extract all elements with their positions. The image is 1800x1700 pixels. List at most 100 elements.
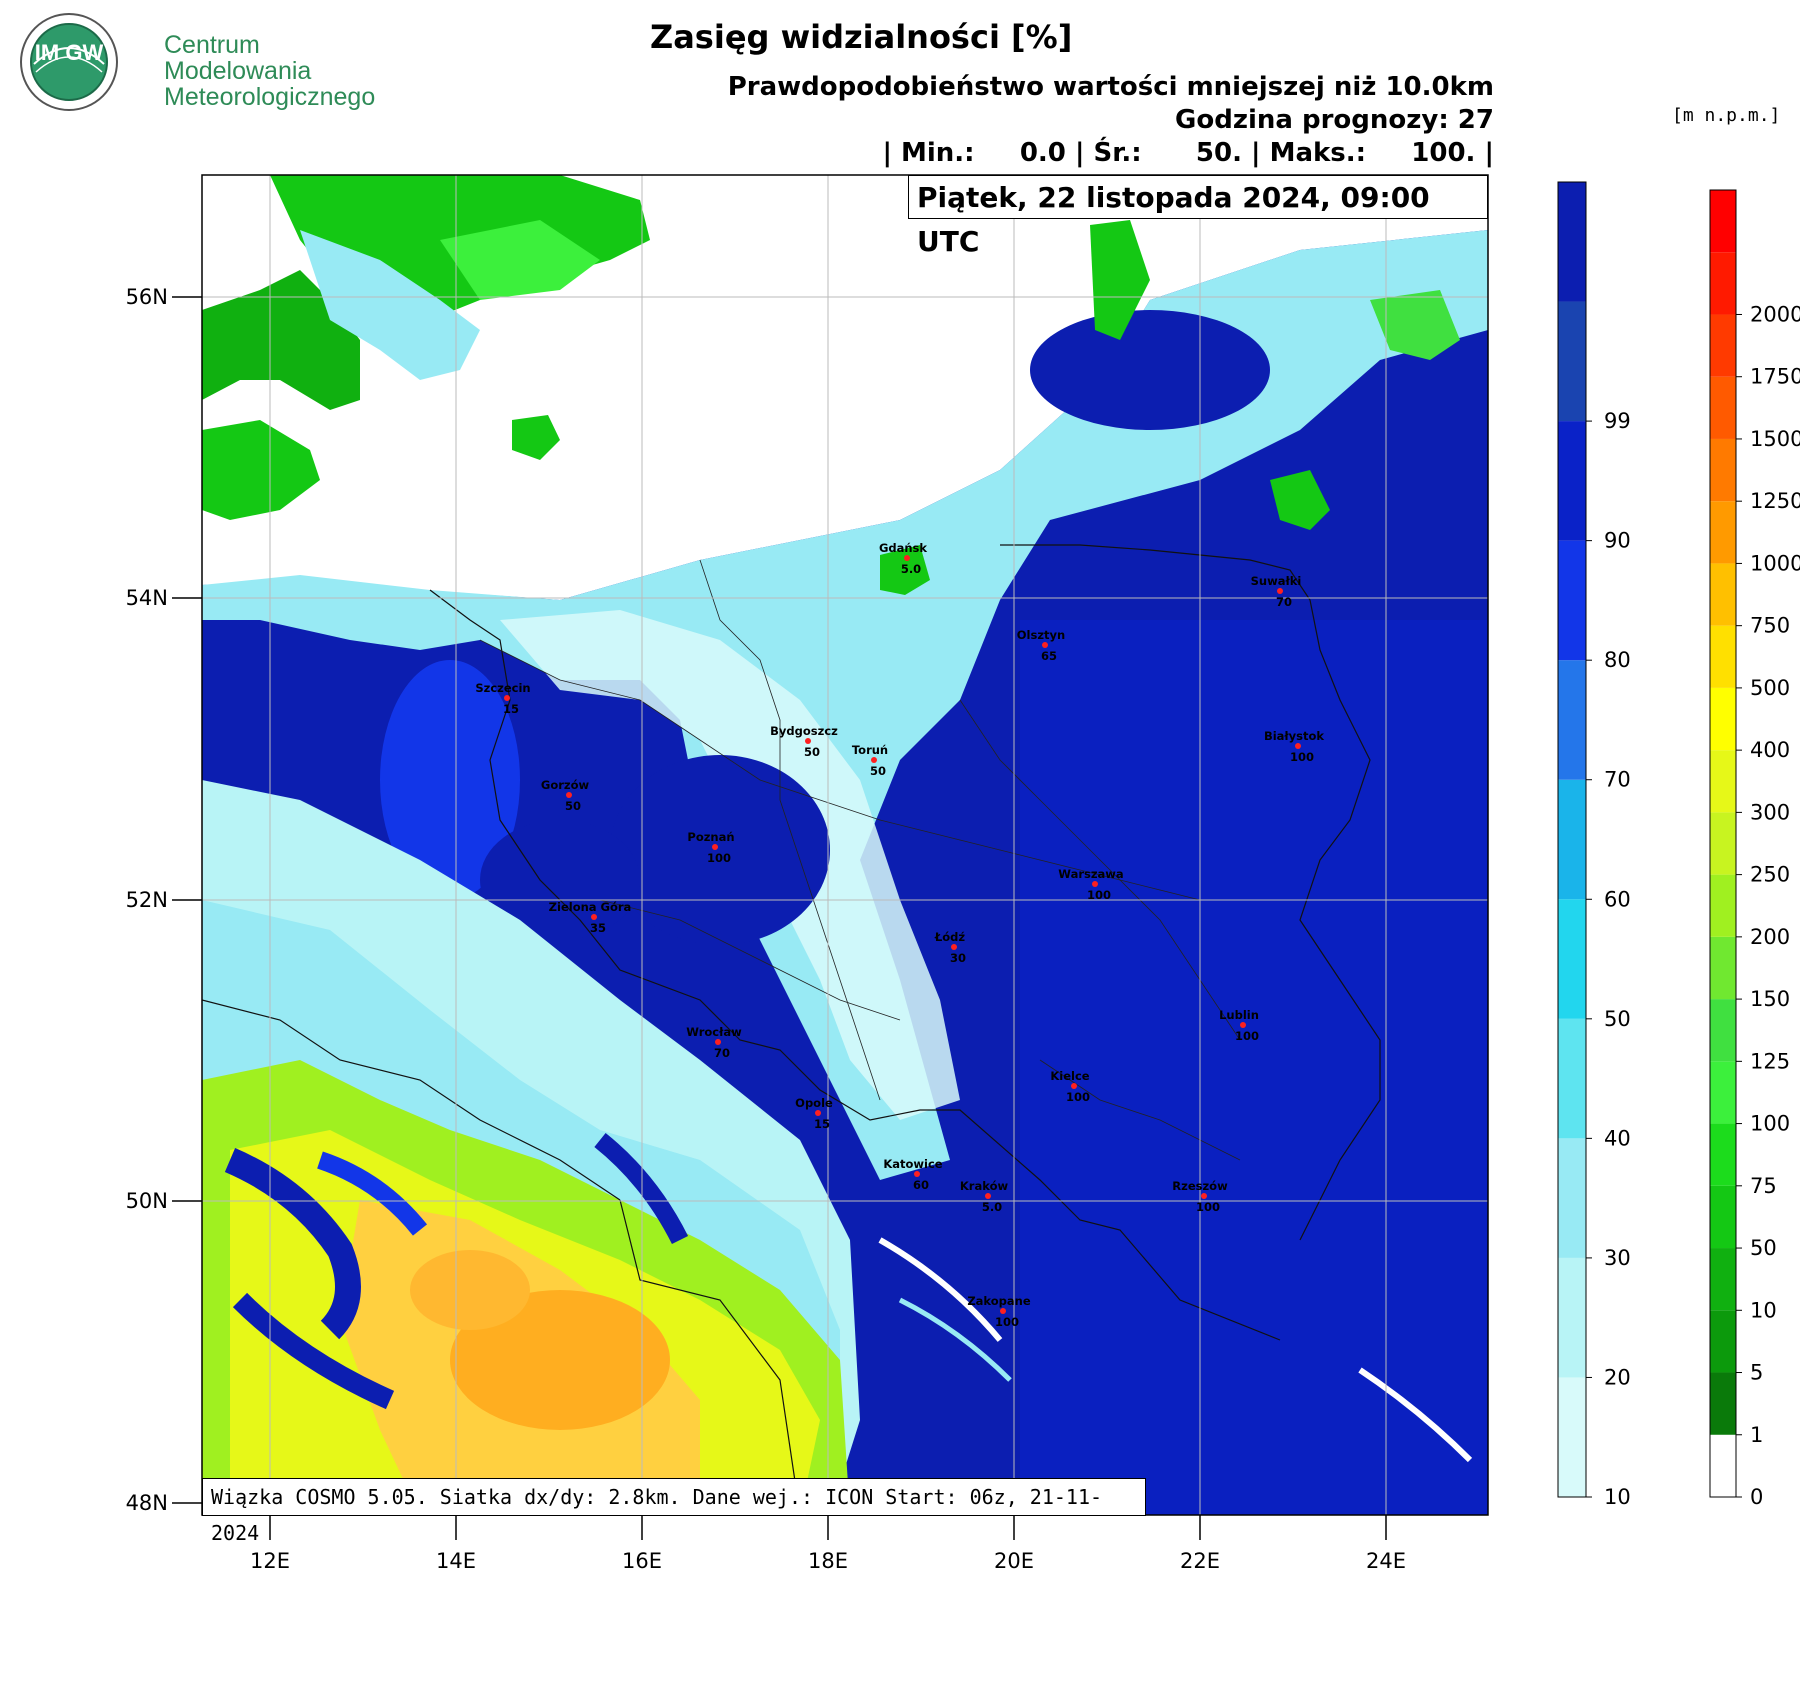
city-value: 70 xyxy=(1276,595,1292,609)
lat-label: 56N xyxy=(126,285,168,309)
city-name: Gdańsk xyxy=(879,541,927,555)
logo-line-1: Centrum xyxy=(164,31,260,59)
colorbar-label: 20 xyxy=(1604,1365,1631,1389)
colorbar-label: 70 xyxy=(1604,768,1631,792)
city-name: Kielce xyxy=(1050,1069,1089,1083)
region-borders xyxy=(479,559,1241,1161)
colorbar-label: 50 xyxy=(1750,1236,1777,1260)
colorbar-label: 80 xyxy=(1604,648,1631,672)
city-value: 100 xyxy=(707,851,731,865)
country-borders xyxy=(202,544,1381,1515)
cities-layer: Gdańsk 5.0 Suwałki 70 Olsztyn 65 Szczecin 15 Byd… xyxy=(475,541,1324,1329)
map-title: Zasięg widzialności [%] xyxy=(650,18,1073,56)
city-dot xyxy=(1042,642,1048,648)
colorbar-swatch xyxy=(1710,1434,1736,1497)
city-value: 50 xyxy=(804,745,820,759)
city-marker: Poznań 100 xyxy=(687,830,734,865)
city-value: 15 xyxy=(503,702,519,716)
colorbar-swatch xyxy=(1558,1257,1586,1378)
colorbar-label: 400 xyxy=(1750,738,1790,762)
elevation-unit-label: [m n.p.m.] xyxy=(1672,105,1781,126)
forecast-date: Piątek, 22 listopada 2024, 09:00 UTC xyxy=(908,175,1488,258)
colorbar-label: 250 xyxy=(1750,863,1790,887)
colorbar-label: 1000 xyxy=(1750,551,1800,575)
city-value: 5.0 xyxy=(982,1200,1002,1214)
lat-label: 48N xyxy=(126,1491,168,1515)
colorbar-label: 5 xyxy=(1750,1361,1763,1385)
city-dot xyxy=(805,738,811,744)
colorbar-swatch xyxy=(1558,1138,1586,1258)
colorbar-label: 0 xyxy=(1750,1485,1763,1509)
city-dot xyxy=(712,844,718,850)
city-value: 5.0 xyxy=(901,562,921,576)
city-dot xyxy=(1201,1193,1207,1199)
probability-colorbar: 10 20 30 40 50 60 70 80 90 99 xyxy=(1557,181,1631,1509)
lat-label: 54N xyxy=(126,586,168,610)
city-value: 65 xyxy=(1041,649,1057,663)
city-dot xyxy=(985,1193,991,1199)
imgw-badge-icon: IM GW xyxy=(20,13,118,111)
colorbar-label: 99 xyxy=(1604,409,1631,433)
colorbar-swatch xyxy=(1710,563,1736,626)
colorbar-label: 10 xyxy=(1604,1485,1631,1509)
city-name: Katowice xyxy=(883,1157,942,1171)
colorbar-label: 750 xyxy=(1750,614,1790,638)
colorbar-swatch xyxy=(1710,1185,1736,1249)
colorbar-frame xyxy=(1557,181,1587,1498)
model-info: Wiązka COSMO 5.05. Siatka dx/dy: 2.8km. … xyxy=(202,1478,1146,1545)
city-name: Kraków xyxy=(960,1179,1009,1193)
city-dot xyxy=(715,1039,721,1045)
city-marker: Wrocław 70 xyxy=(686,1025,742,1060)
city-marker: Warszawa 100 xyxy=(1058,867,1123,902)
city-name: Gorzów xyxy=(541,778,590,792)
city-value: 15 xyxy=(814,1117,830,1131)
city-marker: Opole 15 xyxy=(795,1096,833,1131)
city-marker: Kielce 100 xyxy=(1050,1069,1090,1104)
city-name: Łódź xyxy=(934,930,966,944)
colorbar-swatch xyxy=(1710,936,1736,1000)
lon-label: 12E xyxy=(250,1549,290,1573)
city-dot xyxy=(591,914,597,920)
city-dot xyxy=(504,695,510,701)
city-marker: Zielona Góra 35 xyxy=(549,900,632,935)
colorbar-swatch xyxy=(1710,812,1736,875)
colorbar-label: 10 xyxy=(1750,1298,1777,1322)
stats-line: | Min.: 0.0 | Śr.: 50. | Maks.: 100. | xyxy=(882,138,1494,168)
lon-label: 24E xyxy=(1366,1549,1406,1573)
city-marker: Białystok 100 xyxy=(1264,729,1324,764)
colorbar-label: 1500 xyxy=(1750,427,1800,451)
colorbar-label: 1 xyxy=(1750,1423,1763,1447)
forecast-hour: Godzina prognozy: 27 xyxy=(1175,105,1494,135)
colorbar-swatch xyxy=(1710,1372,1736,1435)
colorbar-swatch xyxy=(1558,660,1586,780)
colorbar-label: 2000 xyxy=(1750,302,1800,326)
colorbar-swatch xyxy=(1710,438,1736,502)
city-marker: Bydgoszcz 50 xyxy=(770,724,838,759)
colorbar-swatch xyxy=(1558,301,1586,422)
colorbar-label: 100 xyxy=(1750,1112,1790,1136)
city-name: Rzeszów xyxy=(1172,1179,1228,1193)
city-name: Olsztyn xyxy=(1017,628,1065,642)
lon-label: 16E xyxy=(622,1549,662,1573)
city-marker: Gdańsk 5.0 xyxy=(879,541,927,576)
colorbar-swatch xyxy=(1710,190,1736,253)
colorbar-swatch xyxy=(1710,750,1736,813)
axis-ticks xyxy=(172,296,1387,1540)
colorbar-swatch xyxy=(1710,501,1736,564)
city-value: 70 xyxy=(714,1046,730,1060)
city-marker: Suwałki 70 xyxy=(1251,574,1302,609)
lon-labels: 12E 14E 16E 18E 20E 22E 24E xyxy=(250,1549,1406,1573)
city-name: Zakopane xyxy=(967,1294,1031,1308)
colorbar-label: 300 xyxy=(1750,800,1790,824)
map-field xyxy=(202,175,1488,1515)
colorbar-label: 125 xyxy=(1750,1049,1790,1073)
colorbar-label: 1250 xyxy=(1750,489,1800,513)
city-name: Białystok xyxy=(1264,729,1324,743)
city-dot xyxy=(1277,588,1283,594)
city-name: Toruń xyxy=(852,743,888,757)
colorbar-label: 500 xyxy=(1750,676,1790,700)
colorbar-swatch xyxy=(1710,1248,1736,1311)
colorbar-label: 200 xyxy=(1750,925,1790,949)
lat-label: 50N xyxy=(126,1189,168,1213)
colorbar-swatch xyxy=(1710,1061,1736,1124)
